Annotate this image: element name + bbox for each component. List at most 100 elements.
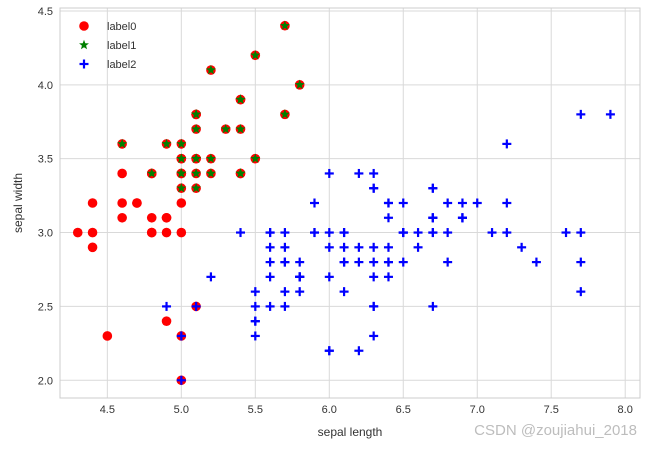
label2-point [250, 316, 260, 326]
legend-marker-label2 [79, 59, 89, 69]
x-tick-label: 5.0 [174, 404, 189, 416]
label2-point [280, 242, 290, 252]
label1-point [235, 168, 246, 178]
x-tick-label: 6.5 [396, 404, 411, 416]
label2-point [383, 213, 393, 223]
label2-point [339, 242, 349, 252]
label2-point [295, 257, 305, 267]
label2-point [531, 257, 541, 267]
x-axis-label: sepal length [318, 425, 383, 439]
label2-point [295, 287, 305, 297]
label2-point [383, 242, 393, 252]
label2-point [339, 287, 349, 297]
label2-point [502, 139, 512, 149]
label0-point [117, 168, 127, 179]
label1-point [176, 183, 187, 193]
label2-point [162, 301, 172, 311]
label0-point [176, 227, 187, 238]
label2-point [428, 183, 438, 193]
label2-point [280, 257, 290, 267]
label2-point [502, 198, 512, 208]
legend-label-label1: label1 [107, 40, 136, 52]
label2-point [457, 213, 467, 223]
x-tick-label: 8.0 [618, 404, 633, 416]
label2-point [428, 228, 438, 238]
label2-point [250, 331, 260, 341]
label2-point [265, 242, 275, 252]
label0-point [72, 227, 83, 238]
label2-point [428, 301, 438, 311]
label2-point [369, 168, 379, 178]
legend: label0 label1 label2 [79, 21, 136, 71]
label1-point [191, 153, 202, 163]
label1-point [294, 79, 305, 90]
y-tick-label: 3.0 [38, 228, 53, 240]
label1-point [117, 138, 128, 149]
label2-point [369, 242, 379, 252]
y-axis-label: sepal width [11, 173, 25, 233]
x-tick-label: 7.5 [544, 404, 559, 416]
y-tick-label: 4.0 [38, 80, 53, 92]
y-tick-label: 3.5 [38, 154, 53, 166]
label1-point [176, 153, 187, 163]
x-tick-label: 7.0 [470, 404, 485, 416]
label2-point [605, 109, 615, 119]
label2-point [369, 183, 379, 193]
label1-point [146, 168, 157, 178]
label2-point [324, 346, 334, 356]
label2-point [443, 257, 453, 267]
label1-point [191, 183, 202, 193]
label2-point [354, 242, 364, 252]
label0-point [161, 212, 172, 223]
label2-point [265, 301, 275, 311]
label1-point [205, 64, 216, 75]
label2-point [191, 301, 201, 311]
label2-point [487, 228, 497, 238]
label2-point [265, 257, 275, 267]
label2-point [443, 228, 453, 238]
legend-marker-label1 [79, 39, 89, 50]
label1-point [161, 138, 172, 149]
label2-point [280, 301, 290, 311]
plot-frame [59, 7, 641, 399]
label0-point [146, 227, 157, 238]
label0-point [102, 331, 113, 341]
label2-point [383, 257, 393, 267]
label2-point [383, 198, 393, 208]
label2-point [309, 228, 319, 238]
label2-point [576, 228, 586, 238]
x-tick-label: 4.5 [100, 404, 115, 416]
label2-point [383, 272, 393, 282]
label2-point [339, 228, 349, 238]
label2-point [309, 198, 319, 208]
label1-point [220, 123, 231, 134]
label1-point [191, 123, 202, 134]
label2-point [561, 228, 571, 238]
legend-label-label0: label0 [107, 21, 136, 33]
legend-label-label2: label2 [107, 59, 136, 71]
label0-point [132, 198, 142, 208]
label1-point [176, 138, 187, 149]
label2-point [265, 228, 275, 238]
label2-point [576, 257, 586, 267]
label2-point [369, 257, 379, 267]
label1-point [250, 153, 261, 163]
label1-point [250, 50, 261, 60]
label2-point [176, 331, 186, 341]
label1-point [279, 109, 290, 119]
plot-background [60, 8, 640, 398]
watermark-text: CSDN @zoujiahui_2018 [474, 422, 637, 439]
label2-point [369, 301, 379, 311]
label0-point [161, 227, 172, 238]
label2-point [295, 272, 305, 282]
label0-point [117, 198, 127, 208]
label1-point [176, 168, 187, 178]
label0-point [87, 242, 98, 253]
label1-point [205, 153, 216, 163]
data-markers [72, 20, 615, 386]
label0-point [146, 212, 157, 223]
label2-point [250, 301, 260, 311]
label2-point [428, 213, 438, 223]
